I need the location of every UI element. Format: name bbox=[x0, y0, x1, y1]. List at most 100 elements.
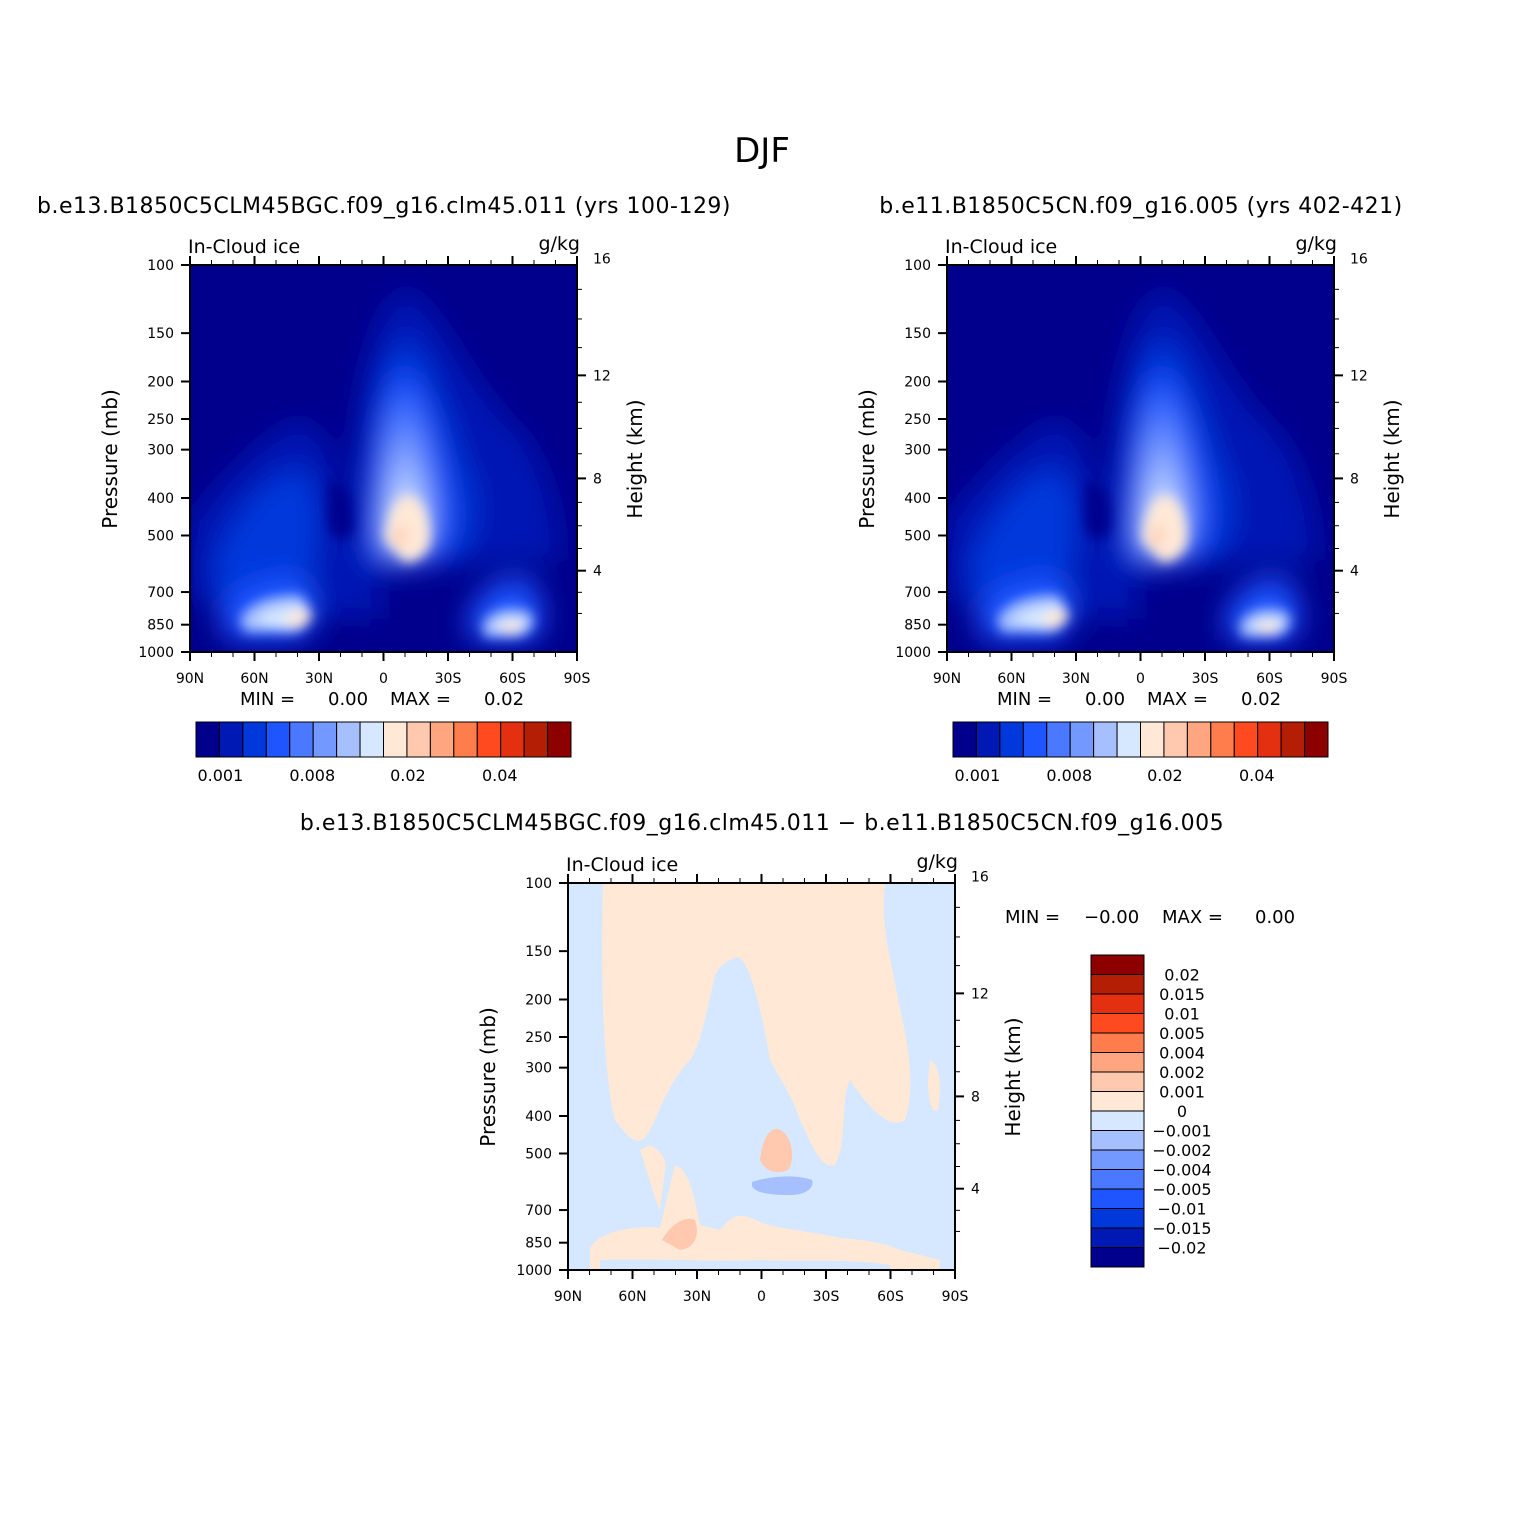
colorbar-swatch bbox=[1046, 721, 1071, 758]
y-tick-label: 100 bbox=[147, 258, 174, 274]
colorbar-swatch bbox=[383, 721, 408, 758]
contour-field bbox=[947, 265, 1334, 652]
y-right-tick-label: 8 bbox=[1350, 471, 1359, 487]
colorbar-swatch bbox=[1186, 721, 1212, 758]
left-string: In-Cloud ice bbox=[566, 854, 678, 876]
contour-field bbox=[190, 265, 577, 652]
y-axis-right-label: Height (km) bbox=[623, 399, 647, 518]
max-label: MAX = bbox=[390, 689, 451, 710]
y-right-tick-label: 4 bbox=[971, 1182, 980, 1198]
y-right-tick-label: 12 bbox=[1350, 368, 1368, 384]
colorbar-swatch bbox=[1304, 721, 1329, 758]
x-tick-label: 30S bbox=[435, 671, 462, 687]
colorbar-label: 0.004 bbox=[1159, 1044, 1205, 1063]
colorbar-label: 0.04 bbox=[482, 766, 518, 785]
y-axis-label: Pressure (mb) bbox=[855, 389, 879, 529]
colorbar-swatch bbox=[952, 721, 977, 758]
y-tick-label: 250 bbox=[525, 1030, 552, 1046]
y-right-tick-label: 4 bbox=[593, 564, 602, 580]
colorbar-label: 0.001 bbox=[954, 766, 1000, 785]
colorbar-label: 0.04 bbox=[1239, 766, 1275, 785]
x-tick-label: 60S bbox=[499, 671, 526, 687]
y-tick-label: 400 bbox=[904, 491, 931, 507]
colorbar-swatch bbox=[1093, 721, 1118, 758]
figure-title: DJF bbox=[734, 131, 790, 171]
panel-title: b.e13.B1850C5CLM45BGC.f09_g16.clm45.011 … bbox=[37, 194, 731, 219]
y-axis-label: Pressure (mb) bbox=[476, 1007, 500, 1147]
max-value: 0.00 bbox=[1255, 907, 1295, 928]
y-tick-label: 500 bbox=[147, 529, 174, 545]
colorbar-swatch bbox=[1090, 1188, 1145, 1209]
colorbar-swatch bbox=[1090, 974, 1145, 995]
colorbar-swatch bbox=[1090, 993, 1145, 1014]
colorbar-swatch bbox=[312, 721, 338, 758]
panel-title: b.e11.B1850C5CN.f09_g16.005 (yrs 402-421… bbox=[879, 194, 1403, 219]
colorbar-swatch bbox=[1090, 1130, 1145, 1151]
colorbar-label: 0.008 bbox=[289, 766, 335, 785]
colorbar-swatch bbox=[289, 721, 314, 758]
colorbar-label: −0.001 bbox=[1152, 1122, 1211, 1141]
panel-reference: b.e11.B1850C5CN.f09_g16.005 (yrs 402-421… bbox=[855, 194, 1404, 785]
colorbar-swatch bbox=[1069, 721, 1095, 758]
x-tick-label: 60S bbox=[1256, 671, 1283, 687]
colorbar-swatch bbox=[975, 721, 1001, 758]
colorbar-swatch bbox=[1090, 1052, 1145, 1073]
x-tick-label: 0 bbox=[1136, 671, 1145, 687]
colorbar-label: 0 bbox=[1177, 1102, 1187, 1121]
y-axis-right-label: Height (km) bbox=[1001, 1017, 1025, 1136]
colorbar-label: 0.015 bbox=[1159, 985, 1205, 1004]
y-tick-label: 700 bbox=[904, 585, 931, 601]
min-label: MIN = bbox=[997, 689, 1052, 710]
colorbar-swatch bbox=[1163, 721, 1188, 758]
colorbar: 0.001 0.008 0.02 0.04 bbox=[195, 721, 572, 785]
colorbar-label: −0.005 bbox=[1152, 1180, 1211, 1199]
y-tick-label: 150 bbox=[147, 326, 174, 342]
contour-field bbox=[568, 883, 955, 1270]
colorbar-swatch bbox=[1090, 1110, 1145, 1131]
colorbar-swatch bbox=[1090, 1032, 1145, 1053]
max-label: MAX = bbox=[1162, 907, 1223, 928]
colorbar-swatch bbox=[1022, 721, 1048, 758]
colorbar-label: −0.01 bbox=[1157, 1200, 1206, 1219]
x-tick-label: 60N bbox=[997, 671, 1025, 687]
y-right-tick-label: 4 bbox=[1350, 564, 1359, 580]
colorbar-swatch bbox=[1090, 1013, 1145, 1034]
colorbar-swatch bbox=[1090, 1071, 1145, 1092]
max-label: MAX = bbox=[1147, 689, 1208, 710]
left-string: In-Cloud ice bbox=[188, 236, 300, 258]
plot-frame: 90N 60N 30N 0 30S 60S 90S 100 150 200 250 300 400 50… bbox=[895, 252, 1368, 687]
colorbar-swatch bbox=[1090, 1208, 1145, 1229]
colorbar-swatch bbox=[1090, 1091, 1145, 1112]
y-tick-label: 700 bbox=[525, 1203, 552, 1219]
plot-frame: 90N 60N 30N 0 30S 60S 90S 100 150 200 250 300 400 50… bbox=[516, 870, 989, 1305]
colorbar-label: −0.02 bbox=[1157, 1239, 1206, 1258]
colorbar: 0.001 0.008 0.02 0.04 bbox=[952, 721, 1329, 785]
max-value: 0.02 bbox=[1241, 689, 1281, 710]
units-string: g/kg bbox=[1295, 233, 1337, 255]
y-right-tick-label: 16 bbox=[971, 870, 989, 886]
units-string: g/kg bbox=[916, 851, 958, 873]
y-tick-label: 850 bbox=[904, 618, 931, 634]
colorbar-swatch bbox=[999, 721, 1024, 758]
x-tick-label: 60N bbox=[618, 1289, 646, 1305]
y-tick-label: 500 bbox=[904, 529, 931, 545]
y-tick-label: 150 bbox=[904, 326, 931, 342]
colorbar-swatch bbox=[523, 721, 549, 758]
x-tick-label: 90N bbox=[554, 1289, 582, 1305]
panel-difference: b.e13.B1850C5CLM45BGC.f09_g16.clm45.011 … bbox=[300, 811, 1295, 1305]
x-tick-label: 60S bbox=[877, 1289, 904, 1305]
colorbar-label: −0.015 bbox=[1152, 1219, 1211, 1238]
x-tick-label: 0 bbox=[379, 671, 388, 687]
x-tick-label: 30S bbox=[813, 1289, 840, 1305]
y-right-tick-label: 12 bbox=[971, 986, 989, 1002]
y-right-tick-label: 16 bbox=[1350, 252, 1368, 268]
y-tick-label: 100 bbox=[904, 258, 931, 274]
colorbar-swatch bbox=[359, 721, 384, 758]
colorbar-swatch bbox=[547, 721, 572, 758]
colorbar-swatch bbox=[1140, 721, 1165, 758]
y-tick-label: 300 bbox=[525, 1061, 552, 1077]
panel-control: b.e13.B1850C5CLM45BGC.f09_g16.clm45.011 … bbox=[37, 194, 731, 785]
colorbar-swatch bbox=[1116, 721, 1141, 758]
colorbar-swatch bbox=[476, 721, 502, 758]
